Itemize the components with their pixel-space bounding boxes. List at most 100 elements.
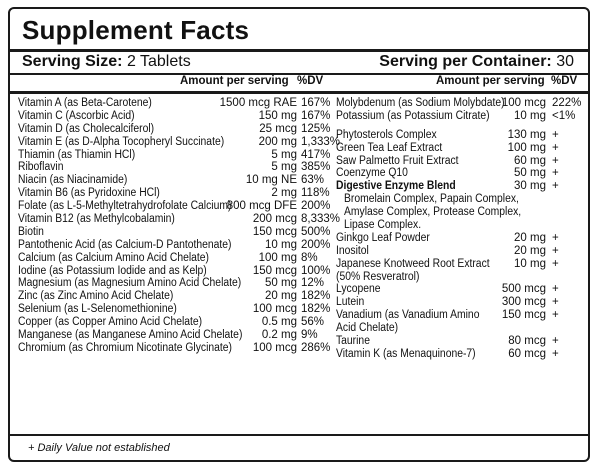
left-amount: 0.5 mg [261,316,297,329]
left-dv: 8% [301,251,318,264]
right-header-dv: %DV [551,75,578,87]
footer-rule [10,434,588,436]
right-name: Taurine [336,335,370,348]
left-row: Niacin (as Niacinamide) 10 mg NE 63% [18,174,338,187]
right-row: Digestive Enzyme Blend 30 mg + [336,180,582,193]
left-amount: 5 mg [271,161,297,174]
left-name: Selenium (as L-Selenomethionine) [18,303,177,316]
right-row: Green Tea Leaf Extract 100 mg + [336,142,582,155]
left-name: Iodine (as Potassium Iodide and as Kelp) [18,264,207,277]
left-name: Pantothenic Acid (as Calcium-D Pantothen… [18,238,232,251]
right-name: Saw Palmetto Fruit Extract [336,154,459,167]
left-dv: 100% [301,264,331,277]
right-amount: 10 mg [514,109,546,122]
right-name: Potassium (as Potassium Citrate) [336,109,490,122]
right-row: Vitamin K (as Menaquinone-7) 60 mcg + [336,348,582,361]
right-dv: + [552,154,559,167]
left-row: Calcium (as Calcium Amino Acid Chelate) 1… [18,252,338,265]
right-name: Japanese Knotweed Root Extract [336,257,490,270]
left-name: Zinc (as Zinc Amino Acid Chelate) [18,290,174,303]
left-amount: 50 mg [265,277,297,290]
left-name: Vitamin A (as Beta-Carotene) [18,97,152,109]
right-row: Inositol 20 mg + [336,245,582,258]
left-amount: 25 mcg [259,122,297,135]
right-row: Taurine 80 mcg + [336,335,582,348]
left-row: Riboflavin 5 mg 385% [18,161,338,174]
left-name: Copper (as Copper Amino Acid Chelate) [18,316,203,329]
left-dv: 63% [301,174,325,187]
left-amount: 10 mg NE [245,174,297,187]
right-name: Ginkgo Leaf Powder [336,231,430,244]
right-amount: 130 mg [507,128,546,141]
left-row: Vitamin E (as D-Alpha Tocopheryl Succina… [18,135,340,149]
left-nutrient-list: Vitamin A (as Beta-Carotene) 1500 mcg RAE… [18,97,340,355]
right-row: Ginkgo Leaf Powder 20 mg + [336,232,582,245]
left-dv: 56% [301,316,325,329]
right-row: Acid Chelate) [336,322,582,335]
right-name: Acid Chelate) [336,322,399,335]
right-row: Phytosterols Complex 130 mg + [336,129,582,142]
right-amount: 60 mg [514,154,546,167]
left-row: Vitamin C (Ascorbic Acid) 150 mg 167% [18,110,338,123]
right-amount: 80 mcg [508,335,546,348]
right-dv: + [552,244,559,257]
left-amount: 100 mg [258,251,297,264]
left-amount: 5 mg [271,148,297,161]
right-row: Coenzyme Q10 50 mg + [336,167,582,180]
footnote: + Daily Value not established [28,442,170,454]
right-dv: + [552,167,559,180]
serving-size-value: 2 Tablets [126,53,191,70]
left-amount: 100 mcg [252,341,297,354]
left-dv: 125% [301,122,331,135]
right-name: Digestive Enzyme Blend [336,180,456,193]
left-row: Chromium (as Chromium Nicotinate Glycina… [18,342,338,355]
left-amount: 800 mcg DFE [226,200,297,213]
left-row: Copper (as Copper Amino Acid Chelate) 0.5… [18,316,338,329]
left-dv: 385% [301,161,331,174]
right-dv: <1% [552,109,576,122]
left-name: Folate (as L-5-Methyltetrahydrofolate Ca… [18,200,232,213]
left-row: Folate (as L-5-Methyltetrahydrofolate Ca… [18,200,338,213]
left-row: Vitamin B6 (as Pyridoxine HCl) 2 mg 118% [18,187,338,200]
right-amount: 300 mcg [501,296,546,309]
left-row: Vitamin D (as Cholecalciferol) 25 mcg 125% [18,123,338,136]
left-amount: 150 mcg [252,225,297,238]
left-name: Vitamin D (as Cholecalciferol) [18,122,155,135]
serving-size: Serving Size: 2 Tablets [22,53,191,71]
left-amount: 20 mg [265,290,297,303]
right-name: Vanadium (as Vanadium Amino [336,309,480,322]
right-name: Lycopene [336,283,381,296]
servings-per-container: Serving per Container: 30 [379,53,574,71]
right-amount: 500 mcg [501,283,546,296]
right-dv: + [552,335,559,348]
left-amount: 2 mg [271,187,297,200]
right-row: (50% Resveratrol) [336,271,582,284]
left-dv: 9% [301,329,318,342]
left-amount: 10 mg [265,238,297,251]
serving-size-label: Serving Size: [22,53,123,70]
left-dv: 286% [301,341,331,354]
right-header-amount: Amount per serving [436,75,545,87]
left-name: Calcium (as Calcium Amino Acid Chelate) [18,251,209,264]
right-amount: 60 mcg [508,347,546,360]
left-header-dv: %DV [297,75,324,87]
left-row: Vitamin A (as Beta-Carotene) 1500 mcg RAE… [18,97,338,110]
right-name: Lutein [336,296,365,309]
right-row: Molybdenum (as Sodium Molybdate) 100 mcg 2… [336,97,582,110]
left-row: Thiamin (as Thiamin HCl) 5 mg 417% [18,149,338,162]
title-rule [10,49,588,52]
left-dv: 12% [301,277,325,290]
right-name: Coenzyme Q10 [336,167,408,180]
right-row: Saw Palmetto Fruit Extract 60 mg + [336,155,582,168]
right-amount: 50 mg [514,167,546,180]
left-amount: 0.2 mg [261,329,297,342]
left-header-amount: Amount per serving [180,75,289,87]
left-row: Biotin 150 mcg 500% [18,226,338,239]
left-amount: 150 mg [258,109,297,122]
left-row: Selenium (as L-Selenomethionine) 100 mcg 1… [18,303,338,316]
left-amount: 200 mg [258,135,297,148]
servings-value: 30 [556,53,574,70]
header-rule [10,91,588,94]
right-nutrient-list: Molybdenum (as Sodium Molybdate) 100 mcg 2… [336,97,582,361]
left-dv: 118% [301,187,330,200]
